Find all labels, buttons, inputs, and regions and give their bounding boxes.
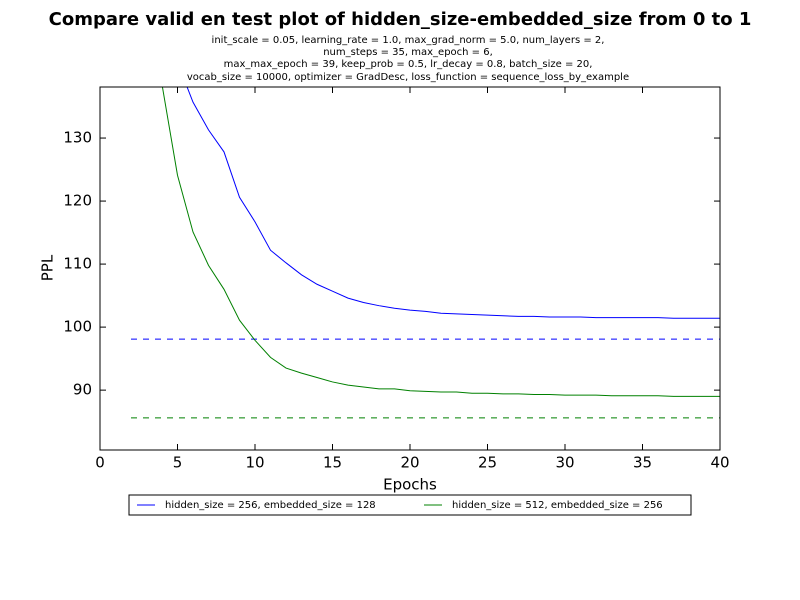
- legend: [128, 494, 692, 516]
- x-tick-label: 0: [95, 454, 105, 472]
- x-tick-label: 25: [478, 454, 497, 472]
- x-tick-label: 5: [173, 454, 183, 472]
- subtitle: num_steps = 35, max_epoch = 6,: [323, 47, 493, 58]
- x-tick-label: 40: [710, 454, 729, 472]
- y-tick-label: 110: [63, 255, 92, 273]
- legend-label: hidden_size = 512, embedded_size = 256: [452, 500, 663, 511]
- y-tick-label: 120: [63, 192, 92, 210]
- x-tick-label: 35: [633, 454, 652, 472]
- legend-label: hidden_size = 256, embedded_size = 128: [165, 500, 376, 511]
- y-tick-label: 90: [73, 381, 92, 399]
- x-tick-label: 30: [555, 454, 574, 472]
- chart-title: Compare valid en test plot of hidden_siz…: [49, 9, 752, 30]
- subtitle: max_max_epoch = 39, keep_prob = 0.5, lr_…: [224, 59, 593, 70]
- x-tick-label: 20: [400, 454, 419, 472]
- y-axis-label: PPL: [39, 254, 57, 281]
- line-series: [161, 87, 720, 397]
- y-tick-label: 100: [63, 318, 92, 336]
- x-tick-label: 10: [245, 454, 264, 472]
- x-axis-label: Epochs: [383, 476, 437, 494]
- subtitle: init_scale = 0.05, learning_rate = 1.0, …: [212, 35, 605, 46]
- plot-area: [131, 87, 720, 419]
- plot-clip: [131, 87, 720, 419]
- line-series: [186, 87, 720, 319]
- x-tick-label: 15: [323, 454, 342, 472]
- y-tick-label: 130: [63, 129, 92, 147]
- subtitle: vocab_size = 10000, optimizer = GradDesc…: [187, 72, 629, 83]
